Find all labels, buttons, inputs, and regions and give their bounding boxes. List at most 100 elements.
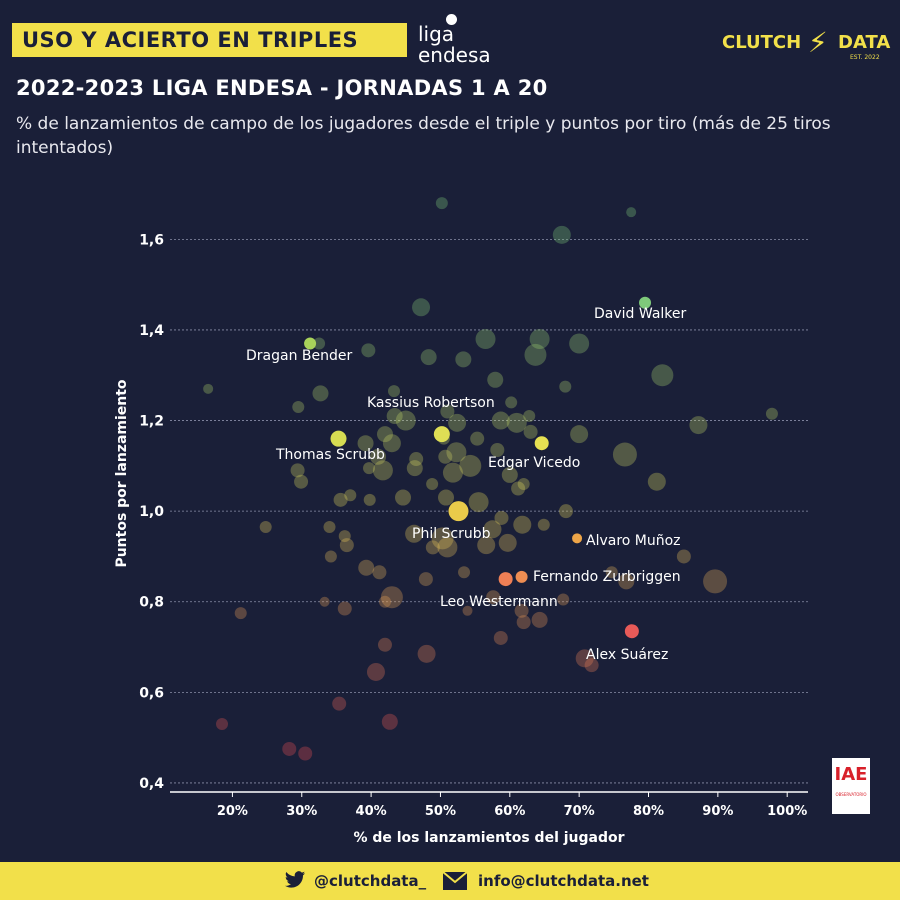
data-point xyxy=(313,337,326,350)
player-label: Leo Westermann xyxy=(440,594,558,610)
data-point xyxy=(344,489,357,502)
data-point xyxy=(290,463,305,478)
badge-text: IAE xyxy=(834,764,868,785)
x-tick-label: 100% xyxy=(767,804,807,819)
data-point xyxy=(395,410,416,431)
y-tick-label: 1,2 xyxy=(139,414,164,430)
highlighted-point xyxy=(624,624,639,639)
data-point xyxy=(386,408,403,425)
data-point xyxy=(298,746,313,761)
data-point xyxy=(409,452,424,467)
data-point xyxy=(363,493,376,506)
data-point xyxy=(584,658,599,673)
data-point xyxy=(405,524,424,543)
data-point xyxy=(395,489,412,506)
data-point xyxy=(470,431,485,446)
data-point xyxy=(372,460,393,481)
data-point xyxy=(493,630,508,645)
highlighted-point xyxy=(572,533,583,544)
x-tick-label: 90% xyxy=(702,804,733,819)
clutch-data-logo: CLUTCH ⚡ DATA EST. 2022 xyxy=(722,26,892,64)
badge-subtext: OBSERVATORIO xyxy=(835,792,867,797)
contact-email[interactable]: info@clutchdata.net xyxy=(478,872,649,890)
data-point xyxy=(358,559,375,576)
data-point xyxy=(455,351,472,368)
highlighted-point xyxy=(639,296,652,309)
twitter-handle[interactable]: @clutchdata_ xyxy=(314,872,427,890)
data-point xyxy=(292,400,305,413)
data-point xyxy=(438,449,453,464)
y-tick-label: 0,4 xyxy=(139,776,164,792)
player-label: Fernando Zurbriggen xyxy=(533,569,681,585)
player-label: Dragan Bender xyxy=(246,348,352,364)
data-point xyxy=(259,521,272,534)
data-point xyxy=(703,569,728,594)
data-point xyxy=(487,371,504,388)
data-point xyxy=(420,349,437,366)
y-tick-label: 0,8 xyxy=(139,595,164,611)
x-axis-label: % de los lanzamientos del jugador xyxy=(353,830,624,846)
data-point xyxy=(435,197,448,210)
data-point xyxy=(490,442,505,457)
data-point xyxy=(426,477,439,490)
data-point xyxy=(651,364,674,387)
data-point xyxy=(626,207,637,218)
data-point xyxy=(319,596,330,607)
data-point xyxy=(294,474,309,489)
data-point xyxy=(442,462,463,483)
data-point xyxy=(612,442,637,467)
data-point xyxy=(494,510,509,525)
x-tick-label: 80% xyxy=(633,804,664,819)
data-point xyxy=(647,472,666,491)
observatorio-badge: IAE OBSERVATORIO xyxy=(832,758,870,814)
data-point xyxy=(765,407,778,420)
data-point xyxy=(570,425,589,444)
logo-line-2: endesa xyxy=(418,43,491,67)
player-label: Thomas Scrubb xyxy=(275,447,385,463)
y-tick-label: 1,4 xyxy=(139,323,164,339)
data-point xyxy=(531,611,548,628)
data-point xyxy=(557,593,570,606)
data-point xyxy=(569,333,590,354)
data-point xyxy=(216,718,229,731)
data-point xyxy=(412,298,431,317)
y-axis-label: Puntos por lanzamiento xyxy=(114,379,130,567)
data-point xyxy=(203,383,214,394)
chart-subtitle: 2022-2023 LIGA ENDESA - JORNADAS 1 A 20 xyxy=(16,76,548,100)
player-label: Edgar Vicedo xyxy=(488,455,580,471)
data-point xyxy=(381,713,398,730)
data-point xyxy=(529,329,550,350)
player-label: Kassius Robertson xyxy=(367,395,495,411)
data-point xyxy=(513,515,532,534)
x-tick-label: 40% xyxy=(356,804,387,819)
brand-left: CLUTCH xyxy=(722,32,802,53)
data-point xyxy=(506,412,527,433)
data-point xyxy=(324,550,337,563)
data-point xyxy=(468,492,489,513)
data-point xyxy=(361,343,376,358)
data-point xyxy=(477,536,496,555)
data-point xyxy=(459,454,482,477)
data-point xyxy=(370,448,387,465)
x-tick-label: 70% xyxy=(564,804,595,819)
highlighted-point xyxy=(433,426,450,443)
player-label: Alex Suárez xyxy=(586,647,668,663)
data-point xyxy=(234,607,247,620)
lightning-icon: ⚡ xyxy=(808,26,828,59)
highlighted-point xyxy=(534,436,549,451)
data-point xyxy=(517,477,530,490)
data-point xyxy=(380,586,403,609)
data-point xyxy=(323,521,336,534)
data-point xyxy=(440,404,455,419)
data-point xyxy=(332,696,347,711)
twitter-icon xyxy=(284,871,306,888)
y-tick-label: 1,0 xyxy=(139,504,164,520)
data-point xyxy=(282,741,297,756)
x-tick-label: 60% xyxy=(494,804,525,819)
x-tick-label: 50% xyxy=(425,804,456,819)
data-point xyxy=(537,518,550,531)
data-point xyxy=(448,413,467,432)
logo-line-1: liga xyxy=(418,22,455,46)
data-point xyxy=(312,385,329,402)
data-point xyxy=(458,566,471,579)
